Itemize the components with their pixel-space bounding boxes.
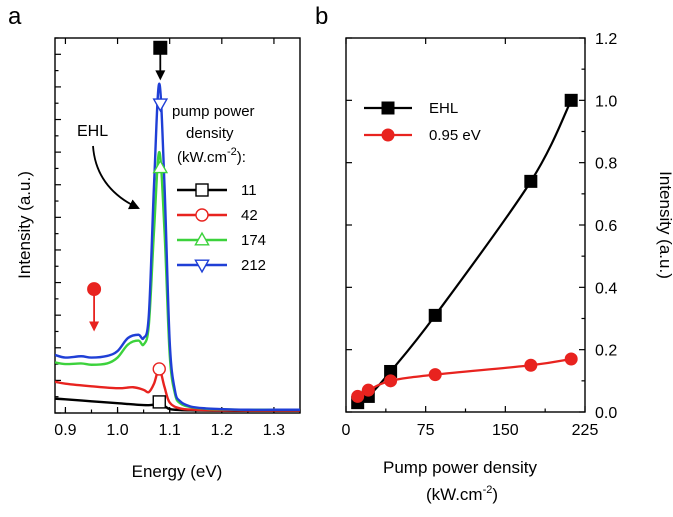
data-point-0.95 eV xyxy=(428,368,442,382)
data-point-0.95 eV xyxy=(361,383,375,397)
ehl-annotation-label: EHL xyxy=(77,123,108,140)
panel-b-y-tick-label: 0.8 xyxy=(595,156,617,173)
legend-label-42: 42 xyxy=(241,207,258,224)
panel-b-x-tick-label: 225 xyxy=(572,422,599,439)
panel-a-legend: 11 42 174 212 xyxy=(177,182,266,274)
data-point-EHL xyxy=(428,308,442,322)
data-point-EHL xyxy=(524,174,538,188)
panel-b-x-axis-unit-text: (kW.cm xyxy=(426,485,483,504)
legend-title-line2: density xyxy=(186,125,234,142)
spectrum-marker-42 xyxy=(152,362,166,376)
legend-marker-11 xyxy=(195,183,209,197)
panel-b-x-axis-unit-sup: -2 xyxy=(483,484,493,496)
legend-marker-42 xyxy=(195,208,209,222)
peak-arrow-marker-0 xyxy=(153,40,168,55)
panel-b-markers xyxy=(351,93,578,410)
spectrum-marker-212 xyxy=(152,98,169,113)
legend-marker-212 xyxy=(194,259,210,274)
panel-b-x-axis-title-line2: (kW.cm-2) xyxy=(426,484,498,504)
panel-a: 0.9 1.0 1.1 1.2 1.3 EHL pump power density (… xyxy=(15,37,301,481)
panel-a-ticks: 0.9 1.0 1.1 1.2 1.3 xyxy=(54,37,301,439)
legend-label-EHL: EHL xyxy=(429,100,458,117)
panel-b-y-tick-label: 0.0 xyxy=(595,405,617,422)
panel-a-x-tick-label: 1.2 xyxy=(211,422,233,439)
legend-marker-0.95 eV xyxy=(381,128,395,142)
data-point-0.95 eV xyxy=(351,389,365,403)
spectrum-curve-42 xyxy=(55,367,300,412)
legend-label-212: 212 xyxy=(241,257,266,274)
data-point-0.95 eV xyxy=(384,374,398,388)
panel-a-x-tick-label: 1.1 xyxy=(159,422,181,439)
panel-a-frame xyxy=(54,37,301,414)
legend-title-line1: pump power xyxy=(172,103,255,120)
panel-a-arrows xyxy=(87,40,168,332)
panel-b-x-tick-label: 0 xyxy=(342,422,351,439)
legend-label-11: 11 xyxy=(241,182,257,199)
legend-label-0.95 eV: 0.95 eV xyxy=(429,127,481,144)
panel-a-x-tick-label: 1.0 xyxy=(106,422,128,439)
panel-b-frame xyxy=(345,37,586,413)
panel-b-y-tick-label: 1.0 xyxy=(595,93,617,110)
panel-a-x-tick-label: 0.9 xyxy=(54,422,76,439)
data-point-EHL xyxy=(564,93,578,107)
panel-letter-a: a xyxy=(8,3,22,30)
legend-marker-EHL xyxy=(381,101,395,115)
panel-b-y-axis-title: Intensity (a.u.) xyxy=(656,171,673,279)
panel-b-lines xyxy=(357,99,573,404)
legend-unit-tail: ): xyxy=(237,149,246,166)
peak-arrow-marker-1 xyxy=(87,282,102,297)
panel-b-x-axis-unit-tail: ) xyxy=(492,485,498,504)
panel-b-x-axis-title-line1: Pump power density xyxy=(383,458,538,477)
panel-letter-b: b xyxy=(315,3,328,30)
panel-b-x-tick-label: 75 xyxy=(417,422,435,439)
series-line-EHL xyxy=(357,99,573,404)
panel-a-y-axis-title: Intensity (a.u.) xyxy=(15,171,34,279)
panel-b-y-tick-label: 0.2 xyxy=(595,343,617,360)
legend-unit-text: (kW.cm xyxy=(177,149,227,166)
peak-arrow-head-0 xyxy=(155,70,166,81)
panel-b-x-tick-label: 150 xyxy=(492,422,519,439)
panel-b-y-tick-label: 1.2 xyxy=(595,31,617,48)
spectrum-marker-174 xyxy=(152,159,169,174)
legend-unit: (kW.cm-2): xyxy=(177,146,246,166)
panel-a-x-tick-label: 1.3 xyxy=(263,422,285,439)
spectrum-marker-11 xyxy=(152,395,166,409)
legend-marker-174 xyxy=(194,231,210,246)
legend-label-174: 174 xyxy=(241,232,266,249)
panel-a-x-axis-title: Energy (eV) xyxy=(132,462,223,481)
data-point-0.95 eV xyxy=(564,352,578,366)
panel-b-legend: EHL 0.95 eV xyxy=(364,100,481,144)
legend-unit-sup: -2 xyxy=(227,146,237,158)
panel-b-y-tick-label: 0.6 xyxy=(595,218,617,235)
data-point-0.95 eV xyxy=(524,358,538,372)
panel-a-markers xyxy=(152,98,169,409)
ehl-annotation-arrow xyxy=(92,145,140,210)
peak-arrow-head-1 xyxy=(89,321,100,332)
panel-b-y-tick-label: 0.4 xyxy=(595,280,617,297)
